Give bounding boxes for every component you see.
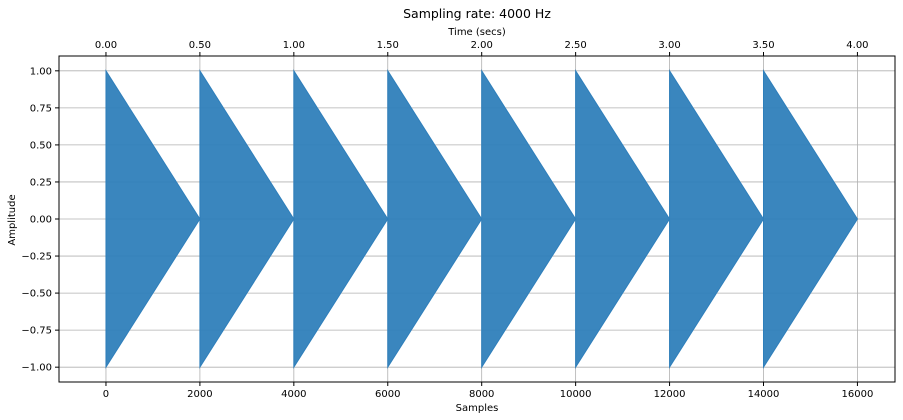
waveform-series (105, 69, 859, 369)
y-tick-label: −0.50 (21, 289, 52, 300)
waveform-segment-4 (387, 69, 483, 369)
x-tick-label: 16000 (842, 389, 874, 400)
waveform-segment-7 (669, 69, 765, 369)
y-tick-label: 0.25 (30, 177, 52, 188)
waveform-segment-1 (105, 69, 201, 369)
top-axis-label: Time (secs) (447, 27, 506, 38)
top-tick-label: 2.00 (471, 40, 493, 51)
x-tick-label: 6000 (375, 389, 400, 400)
y-tick-label: −0.25 (21, 252, 52, 263)
x-tick-label: 12000 (654, 389, 686, 400)
y-tick-label: 0.00 (30, 215, 52, 226)
x-tick-label: 2000 (187, 389, 212, 400)
x-tick-label: 14000 (748, 389, 780, 400)
waveform-segment-2 (199, 69, 295, 369)
top-tick-label: 4.00 (846, 40, 868, 51)
top-tick-label: 1.50 (377, 40, 399, 51)
x-axis-label: Samples (456, 403, 499, 414)
x-tick-label: 0 (103, 389, 109, 400)
y-tick-label: −0.75 (21, 326, 52, 337)
y-tick-label: 0.50 (30, 140, 52, 151)
top-tick-label: 2.50 (564, 40, 586, 51)
top-tick-label: 0.00 (95, 40, 117, 51)
top-tick-label: 0.50 (189, 40, 211, 51)
y-axis-label: Amplitude (7, 194, 18, 245)
waveform-segment-5 (481, 69, 577, 369)
axis-ticks: 0 2000 4000 6000 8000 10000 12000 14000 16000 0.0… (21, 40, 873, 400)
waveform-segment-6 (575, 69, 671, 369)
y-tick-label: −1.00 (21, 363, 52, 374)
y-tick-label: 0.75 (30, 103, 52, 114)
waveform-segment-3 (293, 69, 389, 369)
x-tick-label: 4000 (281, 389, 306, 400)
top-tick-label: 1.00 (283, 40, 305, 51)
x-tick-label: 10000 (560, 389, 592, 400)
top-tick-label: 3.50 (752, 40, 774, 51)
chart-title: Sampling rate: 4000 Hz (403, 6, 551, 21)
x-tick-label: 8000 (469, 389, 494, 400)
y-tick-label: 1.00 (30, 66, 52, 77)
top-tick-label: 3.00 (658, 40, 680, 51)
waveform-segment-8 (762, 69, 859, 369)
